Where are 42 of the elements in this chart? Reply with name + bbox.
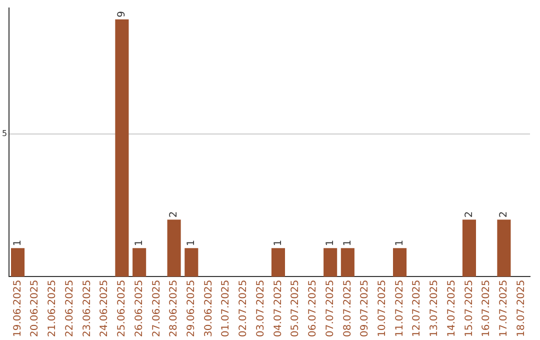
- data-label: 2: [464, 211, 475, 218]
- x-tick-label: 25.06.2025: [116, 280, 128, 338]
- x-tick-label: 07.07.2025: [324, 280, 336, 338]
- x-tick-label: 24.06.2025: [99, 280, 110, 338]
- x-tick-label: 19.06.2025: [12, 280, 24, 338]
- x-tick-label: 06.07.2025: [308, 280, 319, 338]
- x-tick-label: 22.06.2025: [64, 280, 76, 338]
- x-tick-label: 18.07.2025: [516, 280, 527, 338]
- x-tick-label: 13.07.2025: [429, 280, 440, 338]
- x-tick-label: 15.07.2025: [464, 280, 475, 338]
- x-tick-label: 26.06.2025: [134, 280, 145, 338]
- x-tick-label: 29.06.2025: [186, 280, 197, 338]
- x-tick-label: 09.07.2025: [360, 280, 371, 338]
- x-tick-label: 27.06.2025: [151, 280, 162, 338]
- x-tick-label: 28.06.2025: [168, 280, 180, 338]
- x-tick-label: 14.07.2025: [446, 280, 458, 338]
- x-tick-label: 12.07.2025: [412, 280, 423, 338]
- data-label: 1: [324, 240, 336, 246]
- x-tick-label: 11.07.2025: [394, 280, 406, 338]
- x-tick-label: 20.06.2025: [30, 280, 41, 338]
- data-label: 1: [394, 240, 406, 246]
- x-tick-label: 16.07.2025: [481, 280, 492, 338]
- x-tick-label: 23.06.2025: [82, 280, 93, 338]
- x-tick-label: 02.07.2025: [238, 280, 250, 338]
- y-tick-label: 5: [2, 128, 8, 138]
- x-tick-label: 30.06.2025: [203, 280, 214, 338]
- data-label: 1: [342, 240, 354, 246]
- x-tick-label: 08.07.2025: [342, 280, 354, 338]
- x-tick-label: 17.07.2025: [498, 280, 510, 338]
- x-tick-label: 05.07.2025: [290, 280, 302, 338]
- x-tick-label: 01.07.2025: [220, 280, 232, 338]
- data-label: 9: [116, 11, 128, 18]
- data-label: 2: [498, 211, 510, 218]
- data-label: 1: [272, 240, 284, 246]
- x-tick-label: 04.07.2025: [272, 280, 284, 338]
- data-label: 1: [12, 240, 24, 246]
- x-tick-label: 21.06.2025: [47, 280, 58, 338]
- data-label: 1: [134, 240, 145, 246]
- data-label: 1: [186, 240, 197, 246]
- data-label: 2: [168, 211, 180, 218]
- x-tick-label: 03.07.2025: [255, 280, 266, 338]
- x-tick-label: 10.07.2025: [377, 280, 388, 338]
